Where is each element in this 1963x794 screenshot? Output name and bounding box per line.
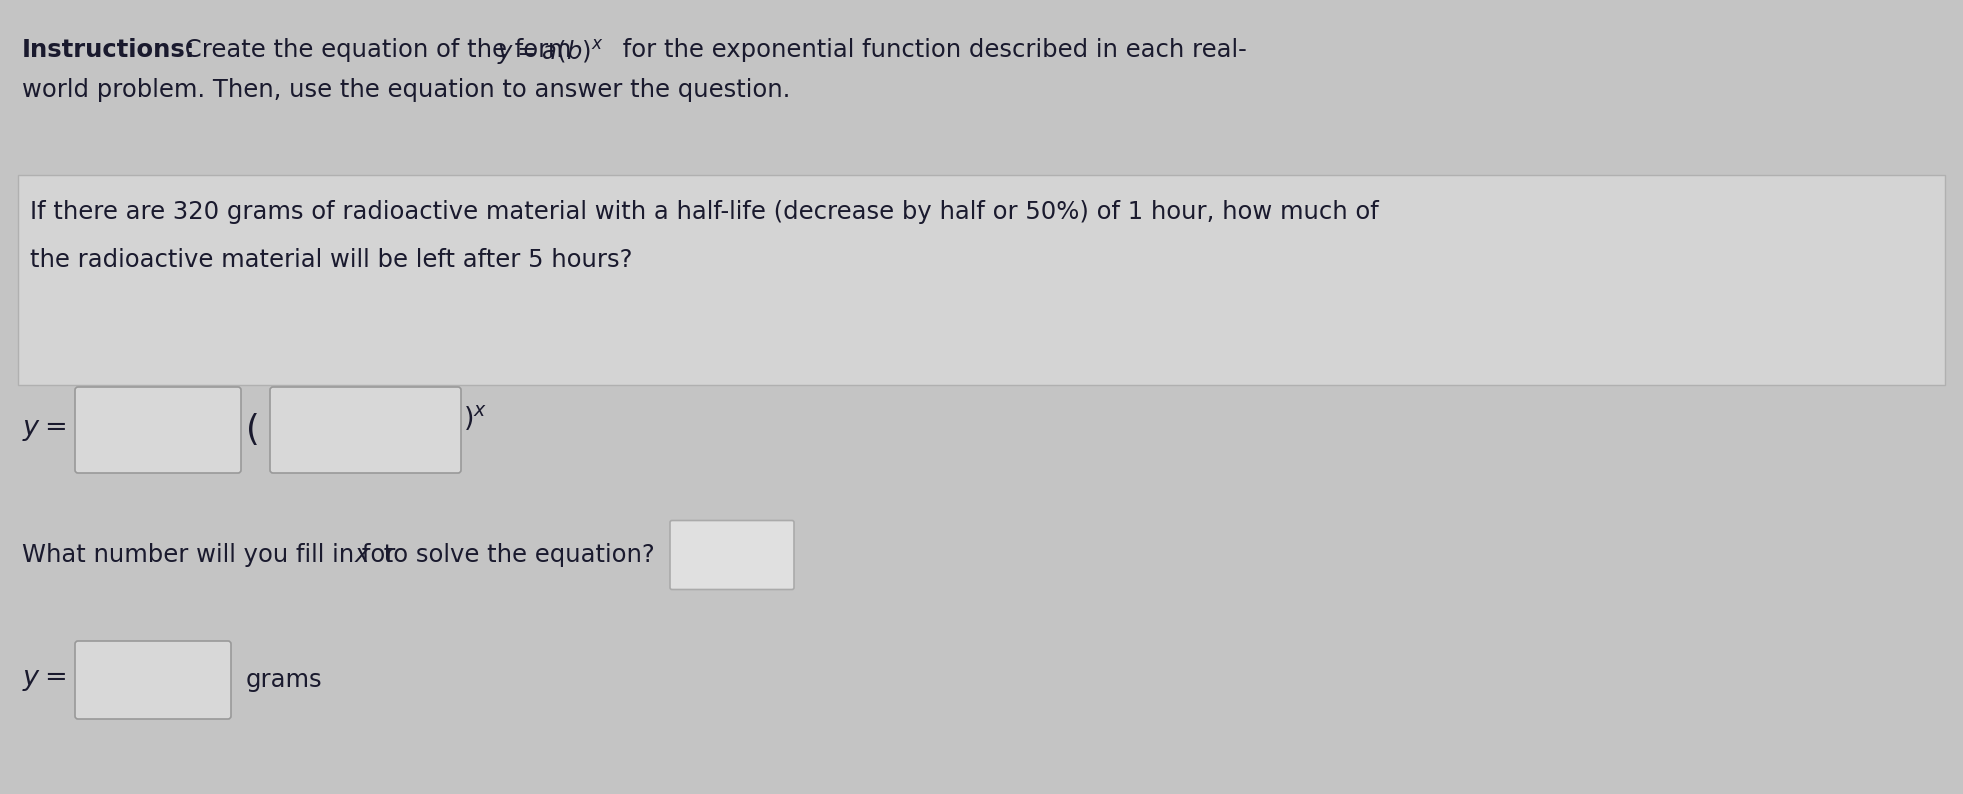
FancyBboxPatch shape xyxy=(75,387,241,473)
Text: for the exponential function described in each real-: for the exponential function described i… xyxy=(614,38,1247,62)
Text: $x$: $x$ xyxy=(353,543,371,567)
Text: $y =$: $y =$ xyxy=(22,417,67,443)
Text: (: ( xyxy=(245,413,259,447)
FancyBboxPatch shape xyxy=(75,641,232,719)
FancyBboxPatch shape xyxy=(18,175,1945,385)
FancyBboxPatch shape xyxy=(271,387,461,473)
Text: $y = a(b)^x$: $y = a(b)^x$ xyxy=(497,38,603,67)
Text: world problem. Then, use the equation to answer the question.: world problem. Then, use the equation to… xyxy=(22,78,791,102)
Text: the radioactive material will be left after 5 hours?: the radioactive material will be left af… xyxy=(29,248,632,272)
Text: $)^x$: $)^x$ xyxy=(463,403,487,433)
Text: to solve the equation?: to solve the equation? xyxy=(377,543,656,567)
Text: What number will you fill in for: What number will you fill in for xyxy=(22,543,402,567)
FancyBboxPatch shape xyxy=(669,521,793,589)
Text: grams: grams xyxy=(245,668,322,692)
Text: If there are 320 grams of radioactive material with a half-life (decrease by hal: If there are 320 grams of radioactive ma… xyxy=(29,200,1378,224)
Text: Instructions:: Instructions: xyxy=(22,38,196,62)
Text: $y =$: $y =$ xyxy=(22,667,67,693)
Text: Create the equation of the form: Create the equation of the form xyxy=(177,38,579,62)
